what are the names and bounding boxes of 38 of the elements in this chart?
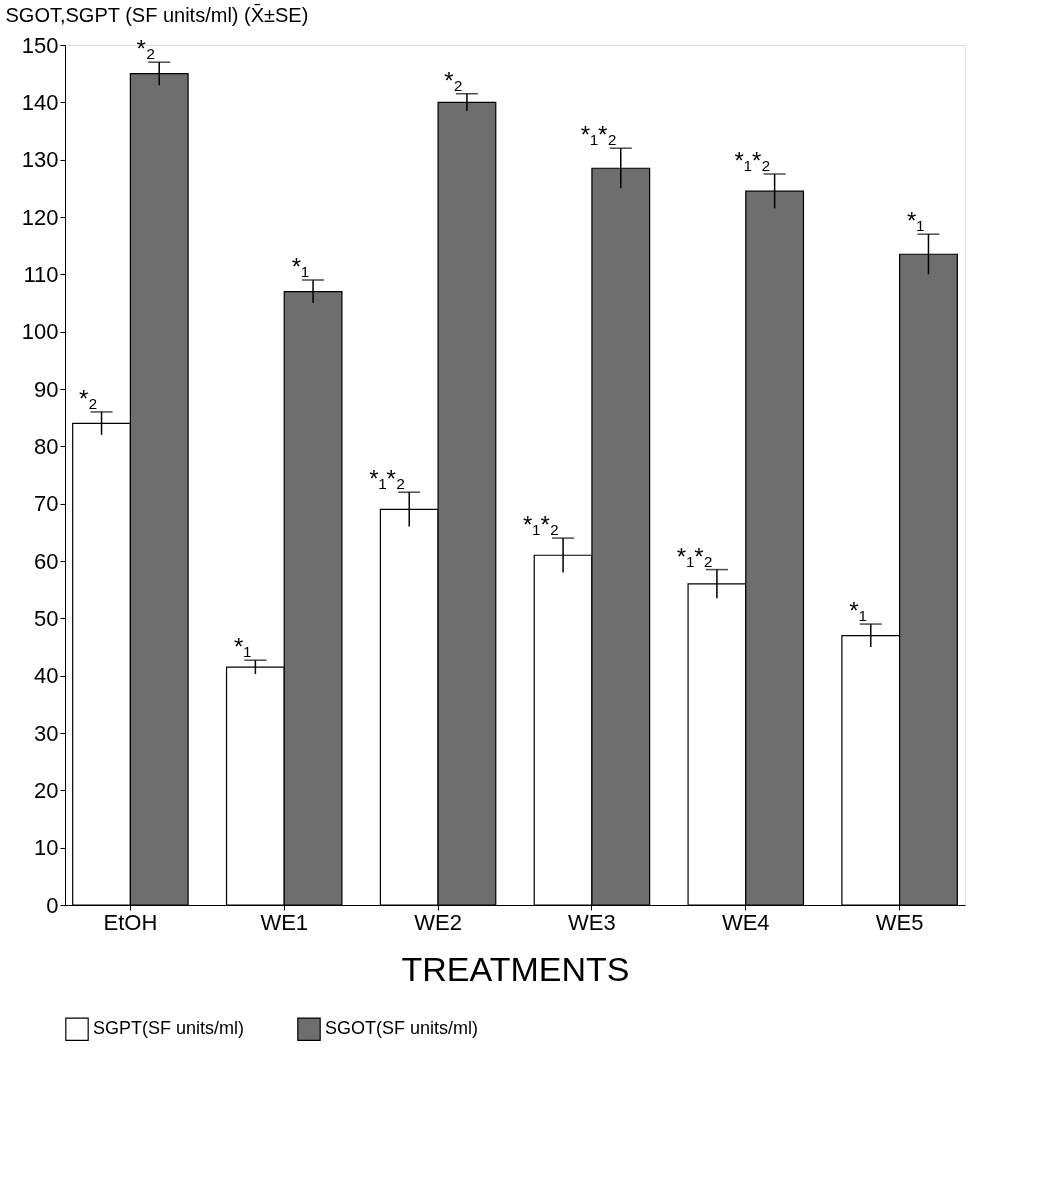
y-tick-label: 80: [34, 433, 59, 459]
annotation: *₂: [78, 384, 98, 412]
x-tick-label: WE3: [568, 909, 616, 935]
x-tick-label: WE2: [414, 909, 462, 935]
annotation: *₁*₂: [580, 121, 617, 149]
y-tick-label: 140: [21, 89, 59, 115]
y-tick-label: 110: [23, 261, 59, 287]
legend-label: SGOT(SF units/ml): [325, 1018, 479, 1039]
x-axis-title: TREATMENTS: [401, 949, 630, 988]
y-tick-label: 150: [21, 32, 59, 58]
annotation: *₁: [849, 597, 867, 625]
y-tick-label: 130: [21, 147, 59, 173]
y-tick-label: 30: [34, 720, 59, 746]
y-tick-label: 60: [34, 548, 59, 574]
annotation: *₁*₂: [522, 511, 560, 539]
annotation: *₁: [233, 633, 252, 661]
y-tick-label: 50: [34, 605, 59, 631]
annotation: *₁: [907, 207, 925, 235]
x-tick-label: EtOH: [103, 909, 158, 935]
y-tick-label: 0: [46, 892, 59, 918]
y-tick-label: 120: [21, 204, 59, 230]
annotation: *₁*₂: [369, 465, 406, 493]
x-tick-label: WE5: [875, 909, 924, 935]
y-tick-label: 20: [34, 777, 59, 803]
y-tick-label: 90: [34, 376, 59, 402]
y-tick-label: 40: [34, 663, 59, 689]
x-tick-label: WE1: [260, 909, 309, 935]
y-tick-label: 100: [21, 319, 59, 345]
annotation: *₂: [444, 66, 463, 94]
x-tick-label: WE4: [721, 909, 770, 935]
annotation: *₁*₂: [676, 542, 713, 570]
annotation: *₁: [291, 253, 310, 281]
legend-label: SGPT(SF units/ml): [93, 1018, 245, 1039]
annotation: *₁*₂: [734, 147, 771, 174]
y-tick-label: 70: [34, 491, 59, 517]
y-axis-title: SGOT,SGPT (SF units/ml) (X̄±SE): [5, 3, 309, 26]
annotation: *₂: [136, 35, 156, 63]
y-tick-label: 10: [34, 835, 59, 861]
